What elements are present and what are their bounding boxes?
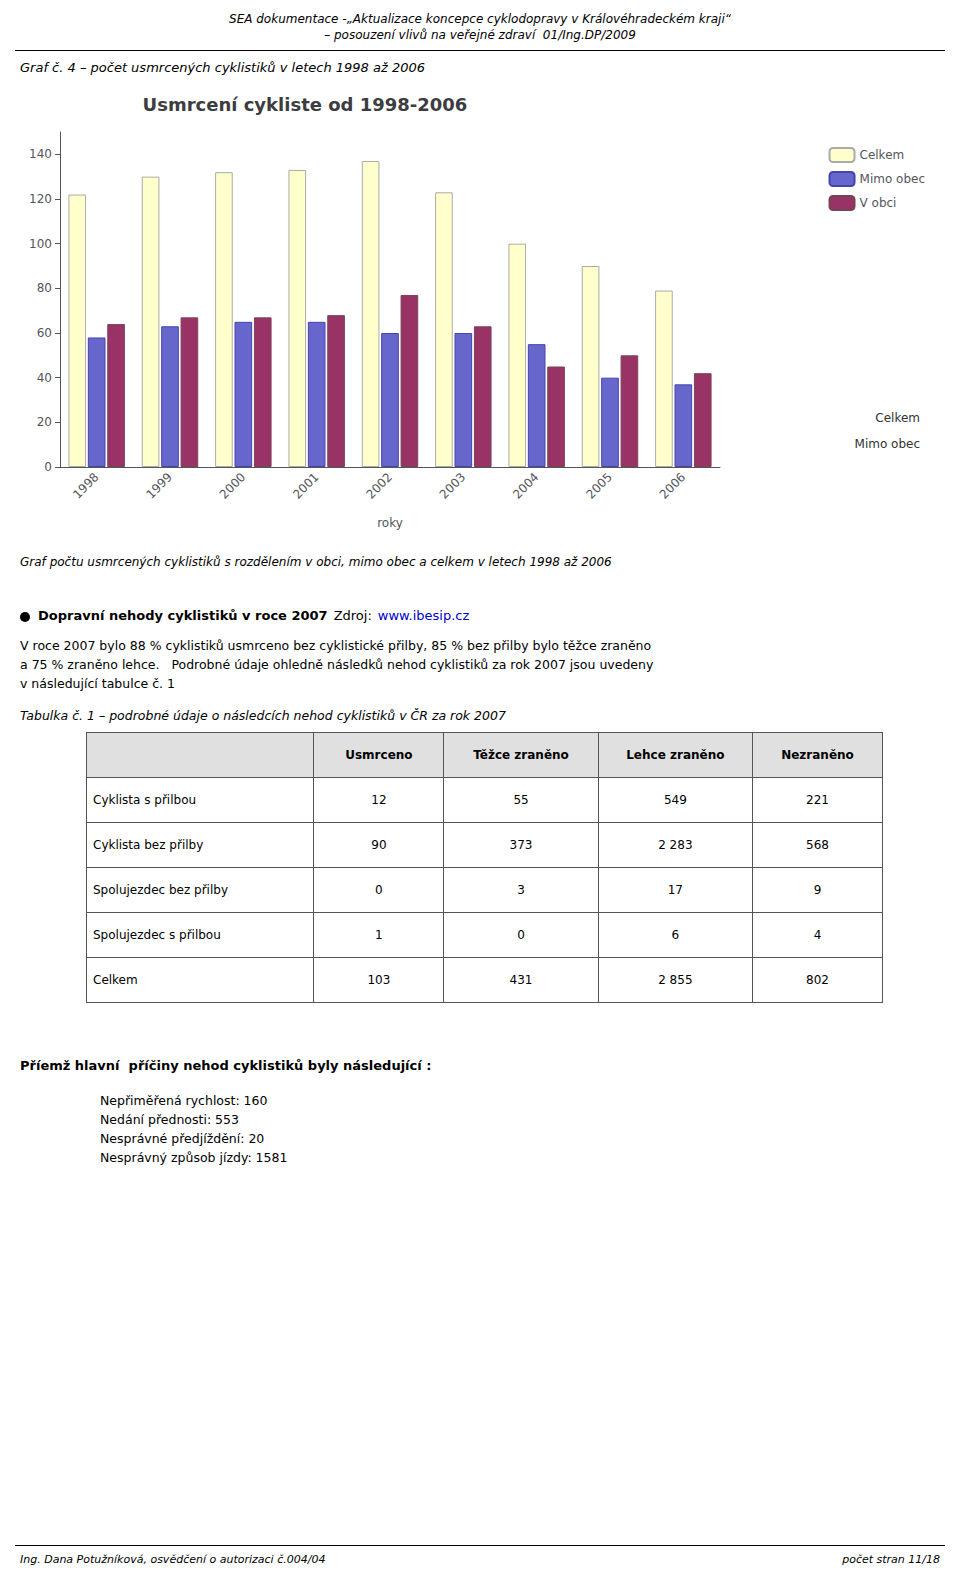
html-text:9: 9 — [813, 883, 822, 897]
html-text:Cyklista bez přilby: Cyklista bez přilby — [93, 838, 204, 852]
html-text:Spolujezdec bez přilby: Spolujezdec bez přilby — [93, 883, 228, 897]
svg-text:2006: 2006 — [657, 470, 688, 501]
svg-text:V obci: V obci — [860, 196, 897, 210]
html-text:6: 6 — [671, 928, 680, 942]
html-text:Příemž hlavní příčiny nehod cy: Příemž hlavní příčiny nehod cyklistiků b… — [20, 1058, 432, 1073]
svg-text:40: 40 — [37, 371, 52, 385]
html-text:2 283: 2 283 — [658, 838, 693, 852]
html-text:17: 17 — [667, 883, 683, 897]
html-text:Celkem: Celkem — [93, 973, 138, 987]
svg-text:0: 0 — [44, 460, 52, 474]
svg-text:2003: 2003 — [437, 470, 468, 501]
svg-text:1998: 1998 — [70, 470, 101, 501]
svg-text:Celkem: Celkem — [860, 148, 905, 162]
html-text:Nezraněno: Nezraněno — [781, 748, 854, 762]
html-text:431: 431 — [509, 973, 533, 987]
svg-text:1999: 1999 — [143, 470, 174, 501]
html-text:Dopravní nehody cyklistiků v r: Dopravní nehody cyklistiků v roce 2007 Z… — [38, 608, 470, 623]
html-text:Těžce zraněno: Těžce zraněno — [473, 748, 569, 762]
svg-text:Celkem: Celkem — [875, 411, 920, 425]
svg-text:2004: 2004 — [510, 470, 541, 501]
html-text:103: 103 — [367, 973, 391, 987]
html-text:4: 4 — [813, 928, 822, 942]
svg-text:Usmrcení cykliste od 1998-2006: Usmrcení cykliste od 1998-2006 — [143, 94, 468, 115]
svg-text:20: 20 — [37, 415, 52, 429]
html-text:2 855: 2 855 — [658, 973, 693, 987]
html-text:Usmrceno: Usmrceno — [345, 748, 413, 762]
html-text:373: 373 — [509, 838, 533, 852]
html-text:Nepřiměřená rychlost: 160: Nepřiměřená rychlost: 160 — [100, 1093, 268, 1108]
html-text:Spolujezdec s přilbou: Spolujezdec s přilbou — [93, 928, 221, 942]
html-text:a 75 % zraněno lehce. Podrobné: a 75 % zraněno lehce. Podrobné údaje ohl… — [20, 657, 654, 672]
html-text:90: 90 — [371, 838, 387, 852]
svg-text:2005: 2005 — [583, 470, 614, 501]
html-text:1: 1 — [375, 928, 383, 942]
svg-text:Mimo obec: Mimo obec — [855, 437, 920, 451]
html-text:– posouzení vlivů na veřejné z: – posouzení vlivů na veřejné zdraví 01/I… — [324, 28, 636, 42]
html-text:Nedání přednosti: 553: Nedání přednosti: 553 — [100, 1112, 239, 1127]
html-text:568: 568 — [806, 838, 829, 852]
html-text:0: 0 — [517, 928, 525, 942]
html-text:Graf počtu usmrcených cyklisti: Graf počtu usmrcených cyklistiků s rozdě… — [20, 555, 612, 569]
html-text:Cyklista s přilbou: Cyklista s přilbou — [93, 793, 197, 807]
html-text:Nesprávné předjíždění: 20: Nesprávné předjíždění: 20 — [100, 1131, 265, 1146]
html-text:V roce 2007 bylo 88 % cyklisti: V roce 2007 bylo 88 % cyklistiků usmrcen… — [20, 638, 652, 653]
svg-text:140: 140 — [29, 147, 52, 161]
html-text:55: 55 — [513, 793, 529, 807]
html-text:Ing. Dana Potužníková, osvědče: Ing. Dana Potužníková, osvědčení o autor… — [20, 1553, 326, 1566]
svg-text:Mimo obec: Mimo obec — [860, 172, 925, 186]
svg-text:80: 80 — [37, 281, 52, 295]
html-text:802: 802 — [806, 973, 829, 987]
html-text:počet stran 11/18: počet stran 11/18 — [842, 1553, 940, 1566]
html-text:Nesprávný způsob jízdy: 1581: Nesprávný způsob jízdy: 1581 — [100, 1150, 288, 1165]
html-text:221: 221 — [806, 793, 829, 807]
svg-text:2000: 2000 — [217, 470, 248, 501]
svg-text:2001: 2001 — [290, 470, 321, 501]
svg-text:120: 120 — [29, 192, 52, 206]
svg-text:100: 100 — [29, 237, 52, 251]
html-text:Graf č. 4 – počet usmrcených c: Graf č. 4 – počet usmrcených cyklistiků … — [20, 60, 425, 75]
html-text:0: 0 — [375, 883, 383, 897]
svg-text:roky: roky — [377, 516, 403, 530]
svg-text:2002: 2002 — [363, 470, 394, 501]
html-text:Lehce zraněno: Lehce zraněno — [626, 748, 725, 762]
html-text:3: 3 — [517, 883, 525, 897]
html-text:12: 12 — [371, 793, 387, 807]
svg-text:60: 60 — [37, 326, 52, 340]
html-text:v následující tabulce č. 1: v následující tabulce č. 1 — [20, 676, 175, 691]
html-text:SEA dokumentace -„Aktualizace: SEA dokumentace -„Aktualizace koncepce c… — [229, 12, 731, 26]
html-text:Tabulka č. 1 – podrobné údaje: Tabulka č. 1 – podrobné údaje o následcí… — [20, 708, 506, 723]
html-text:549: 549 — [663, 793, 687, 807]
